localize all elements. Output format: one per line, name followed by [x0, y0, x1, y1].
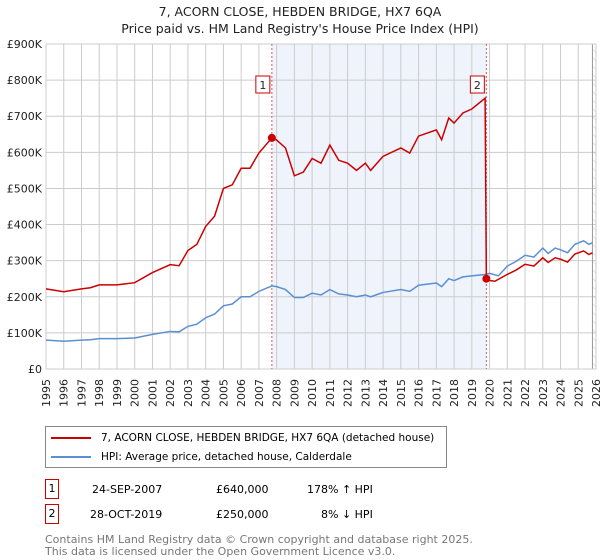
legend-item-property: 7, ACORN CLOSE, HEBDEN BRIDGE, HX7 6QA (… [51, 429, 434, 447]
sale-point [482, 274, 491, 283]
x-tick-label: 2009 [288, 379, 301, 407]
x-tick-label: 2014 [377, 379, 390, 407]
y-tick-label: £0 [28, 363, 42, 376]
y-tick-label: £700K [7, 110, 43, 123]
y-tick-label: £200K [7, 291, 43, 304]
sale-row-2: 2 28-OCT-2019 £250,000 8% ↓ HPI [45, 504, 373, 524]
x-tick-label: 1998 [93, 379, 106, 407]
x-tick-label: 2019 [466, 379, 479, 407]
footer-line-1: Contains HM Land Registry data © Crown c… [45, 533, 473, 546]
legend-swatch-red [51, 437, 91, 439]
forecast-hatch [592, 44, 596, 369]
sale-label: 2 [474, 79, 481, 92]
sale-row-1: 1 24-SEP-2007 £640,000 178% ↑ HPI [45, 479, 373, 499]
x-tick-label: 2015 [395, 379, 408, 407]
hpi-line [45, 239, 593, 342]
sale-hpi-diff: 8% ↓ HPI [321, 507, 373, 521]
sale-label-box [255, 75, 271, 94]
x-tick-label: 2022 [519, 379, 532, 407]
x-tick-label: 2008 [271, 379, 284, 407]
x-tick-label: 2012 [342, 379, 355, 407]
x-tick-label: 2018 [448, 379, 461, 407]
x-tick-label: 2003 [182, 379, 195, 407]
x-tick-label: 2020 [484, 379, 497, 407]
x-tick-label: 1997 [75, 379, 88, 407]
x-tick-label: 2021 [501, 379, 514, 407]
price-chart: 1995 1996 1997 1998 1999 2000 2001 2002 2003 2004… [7, 38, 600, 407]
x-tick-label: 2013 [359, 379, 372, 407]
sale-label-box [469, 75, 485, 94]
x-tick-label: 2007 [253, 379, 266, 407]
sale-hpi-diff: 178% ↑ HPI [307, 482, 373, 496]
chart-title: 7, ACORN CLOSE, HEBDEN BRIDGE, HX7 6QA [158, 4, 442, 19]
x-tick-label: 2026 [590, 379, 600, 407]
footer-line-2: This data is licensed under the Open Gov… [45, 545, 396, 558]
x-tick-label: 1999 [111, 379, 124, 407]
x-tick-label: 2011 [324, 379, 337, 407]
sale-marker: 2 [45, 504, 59, 524]
x-tick-label: 1996 [58, 379, 71, 407]
sale-point [267, 133, 276, 142]
chart-subtitle: Price paid vs. HM Land Registry's House … [121, 21, 479, 36]
x-tick-label: 2023 [537, 379, 550, 407]
sale-date: 28-OCT-2019 [90, 507, 163, 521]
y-tick-label: £600K [7, 146, 43, 159]
plot-border [45, 43, 597, 370]
x-tick-label: 2004 [200, 379, 213, 407]
shaded-period [271, 44, 487, 369]
x-tick-label: 1995 [40, 379, 53, 407]
legend-swatch-blue [51, 456, 91, 458]
sale-label: 1 [259, 79, 266, 92]
legend-label: HPI: Average price, detached house, Cald… [101, 451, 352, 463]
property-price-line [45, 96, 593, 293]
sale-price: £250,000 [216, 507, 269, 521]
y-tick-label: £100K [7, 327, 43, 340]
x-tick-label: 2024 [555, 379, 568, 407]
x-tick-label: 2002 [164, 379, 177, 407]
legend-label: 7, ACORN CLOSE, HEBDEN BRIDGE, HX7 6QA (… [101, 432, 435, 444]
x-tick-label: 2016 [413, 379, 426, 407]
y-tick-label: £400K [7, 219, 43, 232]
x-tick-label: 2025 [572, 379, 585, 407]
x-tick-label: 2006 [235, 379, 248, 407]
y-tick-label: £300K [7, 255, 43, 268]
y-tick-label: £500K [7, 182, 43, 195]
legend-item-hpi: HPI: Average price, detached house, Cald… [51, 448, 352, 466]
sale-date: 24-SEP-2007 [92, 482, 163, 496]
x-tick-label: 2005 [217, 379, 230, 407]
legend: 7, ACORN CLOSE, HEBDEN BRIDGE, HX7 6QA (… [45, 426, 447, 468]
x-tick-label: 2000 [129, 379, 142, 407]
y-tick-label: £900K [7, 38, 43, 51]
sale-marker: 1 [45, 479, 59, 499]
x-tick-label: 2017 [430, 379, 443, 407]
footer: Contains HM Land Registry data © Crown c… [45, 534, 473, 558]
x-tick-label: 2010 [306, 379, 319, 407]
sale-price: £640,000 [216, 482, 269, 496]
x-tick-label: 2001 [146, 379, 159, 407]
y-tick-label: £800K [7, 74, 43, 87]
